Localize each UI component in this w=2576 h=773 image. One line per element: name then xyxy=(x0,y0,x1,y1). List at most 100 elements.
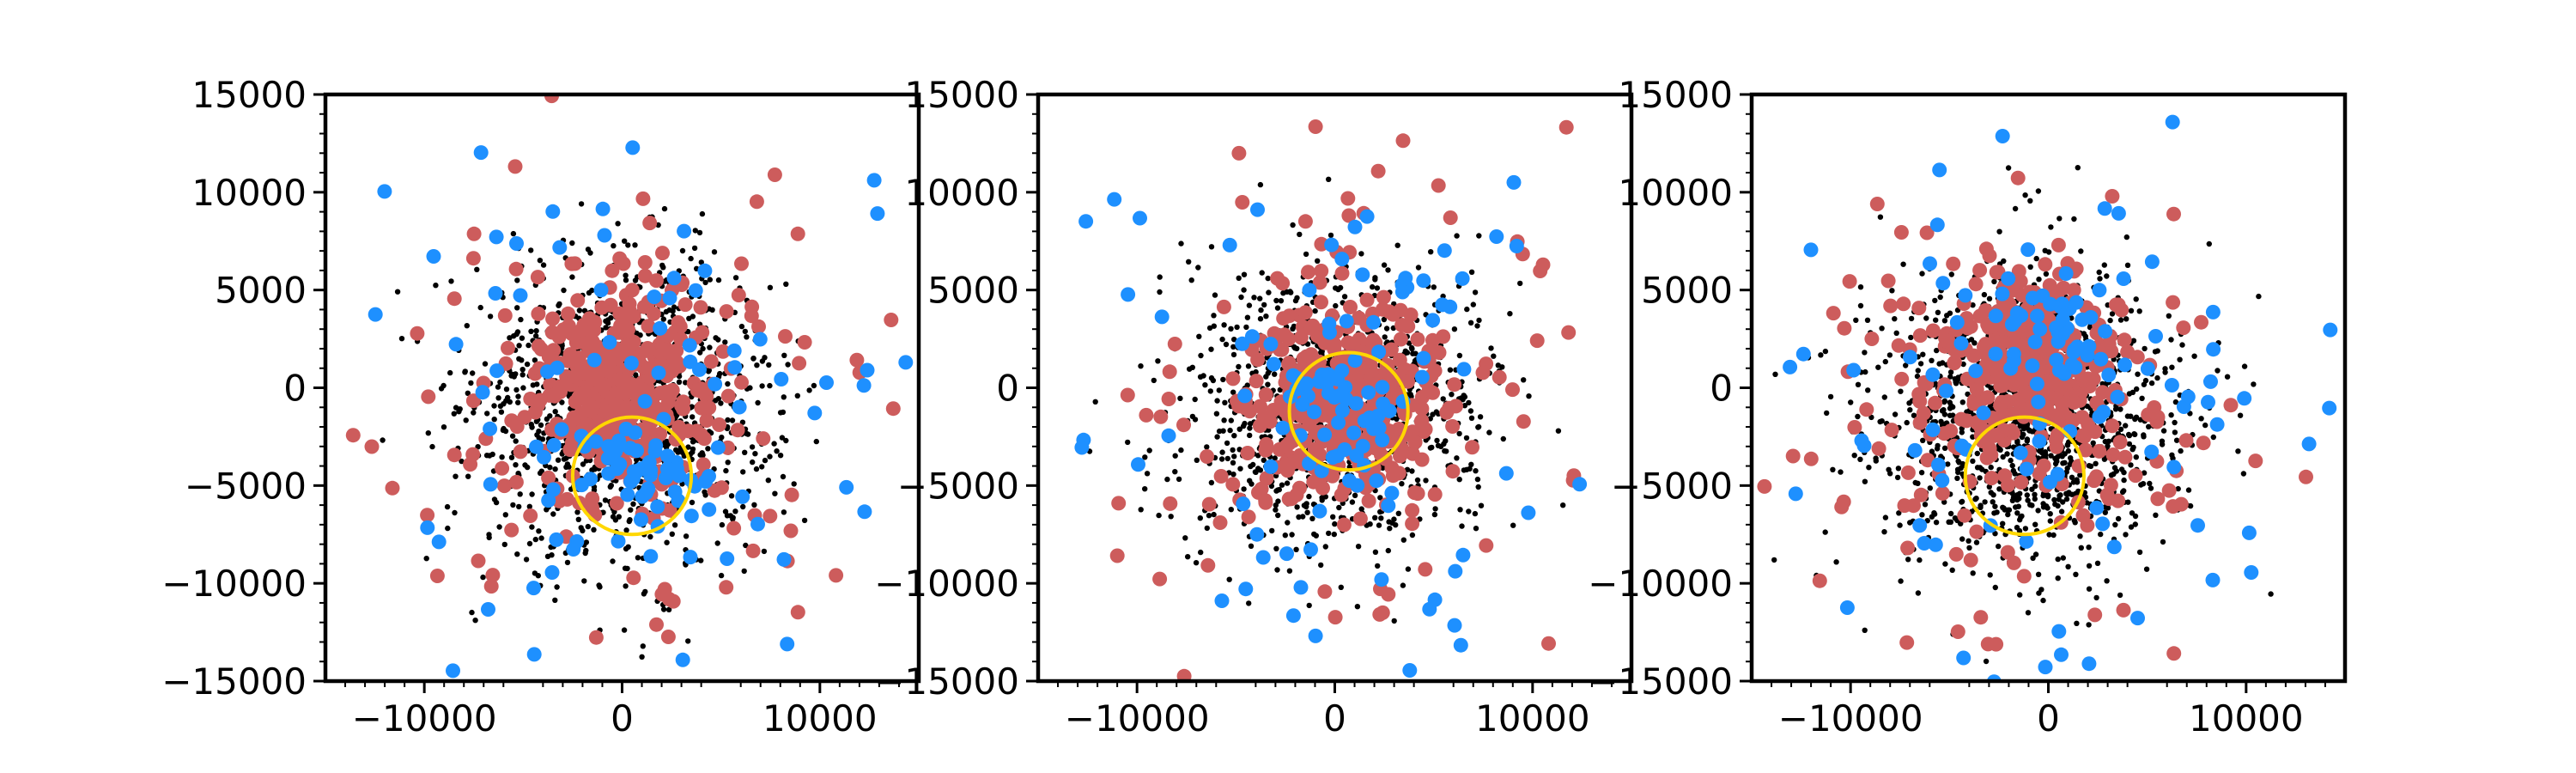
scatter-point-black xyxy=(1857,302,1864,309)
scatter-point-red xyxy=(1361,493,1376,508)
scatter-point-red xyxy=(410,326,425,341)
scatter-point-black xyxy=(1898,578,1904,584)
scatter-point-black xyxy=(1467,320,1474,326)
scatter-point-red xyxy=(1258,493,1273,508)
scatter-point-black xyxy=(526,342,532,349)
scatter-point-black xyxy=(1877,418,1883,425)
scatter-point-black xyxy=(507,335,513,341)
scatter-point-black xyxy=(1242,420,1248,427)
scatter-point-red xyxy=(720,388,736,404)
scatter-point-black xyxy=(615,221,621,227)
scatter-point-black xyxy=(585,523,591,530)
scatter-point-black xyxy=(1853,317,1859,323)
scatter-point-red xyxy=(790,605,805,620)
scatter-point-blue xyxy=(726,343,742,358)
scatter-point-black xyxy=(1268,483,1275,490)
scatter-point-black xyxy=(589,467,595,473)
scatter-point-black xyxy=(661,205,668,212)
scatter-point-black xyxy=(1265,370,1272,376)
scatter-point-black xyxy=(1824,410,1830,417)
scatter-point-blue xyxy=(1107,192,1122,207)
scatter-point-red xyxy=(1306,474,1321,490)
scatter-point-red xyxy=(1341,208,1357,223)
scatter-point-red xyxy=(531,338,546,354)
scatter-point-blue xyxy=(1437,243,1452,259)
scatter-point-black xyxy=(723,467,729,474)
points-layer xyxy=(345,94,914,679)
scatter-point-black xyxy=(767,453,773,460)
scatter-point-black xyxy=(2108,472,2115,478)
scatter-point-blue xyxy=(368,307,383,322)
scatter-point-black xyxy=(1146,447,1152,453)
scatter-point-red xyxy=(1541,636,1556,651)
scatter-point-blue xyxy=(776,551,792,567)
scatter-point-black xyxy=(1414,477,1421,484)
scatter-point-black xyxy=(537,258,544,264)
scatter-point-black xyxy=(2035,508,2041,514)
scatter-point-black xyxy=(623,277,629,283)
scatter-point-black xyxy=(1988,464,1994,471)
scatter-point-red xyxy=(1292,480,1307,496)
scatter-point-black xyxy=(2005,165,2012,171)
scatter-point-black xyxy=(1244,314,1251,320)
scatter-point-black xyxy=(689,499,696,506)
scatter-point-black xyxy=(785,362,791,368)
scatter-point-red xyxy=(719,304,734,320)
scatter-point-black xyxy=(1892,316,1898,322)
scatter-point-black xyxy=(610,558,616,564)
scatter-point-red xyxy=(1427,487,1443,502)
scatter-point-red xyxy=(1410,332,1425,347)
scatter-point-black xyxy=(1950,404,1956,411)
scatter-point-black xyxy=(2172,399,2179,405)
scatter-point-black xyxy=(1186,259,1192,265)
scatter-point-blue xyxy=(1312,503,1327,519)
scatter-point-black xyxy=(642,588,648,595)
scatter-point-black xyxy=(1395,510,1402,516)
scatter-point-black xyxy=(1231,337,1237,343)
scatter-point-black xyxy=(1881,394,1887,400)
scatter-point-black xyxy=(2012,205,2019,212)
scatter-point-black xyxy=(1286,568,1293,574)
scatter-point-black xyxy=(1273,507,1279,513)
scatter-point-black xyxy=(589,287,595,294)
scatter-point-black xyxy=(2060,499,2066,505)
scatter-point-black xyxy=(2132,416,2138,423)
scatter-point-black xyxy=(1195,265,1201,271)
scatter-point-black xyxy=(1251,295,1257,301)
scatter-point-blue xyxy=(586,352,602,368)
scatter-point-black xyxy=(1472,510,1479,517)
scatter-point-black xyxy=(1431,511,1438,518)
scatter-point-red xyxy=(560,491,575,507)
scatter-point-black xyxy=(1241,287,1247,293)
scatter-point-red xyxy=(703,354,719,369)
scatter-point-blue xyxy=(1347,219,1363,234)
scatter-point-blue xyxy=(839,479,854,495)
scatter-point-black xyxy=(1382,334,1388,340)
scatter-point-black xyxy=(1224,455,1231,462)
scatter-point-black xyxy=(2071,216,2077,222)
scatter-point-black xyxy=(1477,414,1484,420)
scatter-point-red xyxy=(637,255,653,270)
scatter-point-red xyxy=(598,405,614,420)
scatter-point-black xyxy=(700,345,706,352)
scatter-point-black xyxy=(611,243,617,249)
scatter-point-black xyxy=(1354,604,1361,610)
scatter-point-black xyxy=(1192,396,1198,403)
scatter-point-blue xyxy=(600,451,616,466)
scatter-point-blue xyxy=(1455,547,1471,563)
scatter-point-black xyxy=(1474,476,1481,483)
scatter-point-black xyxy=(722,508,729,514)
scatter-point-black xyxy=(1960,361,1966,368)
scatter-point-black xyxy=(1142,486,1148,492)
scatter-point-black xyxy=(1341,294,1348,300)
scatter-point-black xyxy=(574,509,580,515)
scatter-point-red xyxy=(1163,496,1178,511)
scatter-point-black xyxy=(1273,545,1279,551)
scatter-point-black xyxy=(2148,485,2154,491)
scatter-point-black xyxy=(1952,515,1959,521)
scatter-point-blue xyxy=(544,565,560,580)
scatter-point-black xyxy=(632,277,639,283)
x-tick-label: −10000 xyxy=(352,697,497,740)
scatter-point-black xyxy=(779,435,786,441)
